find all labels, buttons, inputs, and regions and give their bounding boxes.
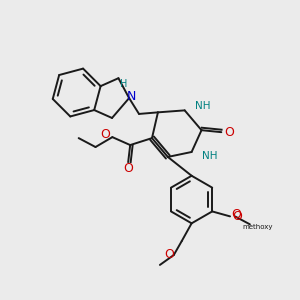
Text: NH: NH	[202, 151, 217, 161]
Text: N: N	[126, 90, 136, 103]
Text: O: O	[123, 162, 133, 175]
Text: O: O	[164, 248, 174, 260]
Text: O: O	[232, 210, 242, 223]
Text: O: O	[224, 126, 234, 139]
Text: methoxy: methoxy	[242, 224, 273, 230]
Text: O: O	[100, 128, 110, 141]
Text: O: O	[231, 208, 241, 221]
Text: H: H	[121, 79, 128, 89]
Text: NH: NH	[195, 101, 210, 111]
